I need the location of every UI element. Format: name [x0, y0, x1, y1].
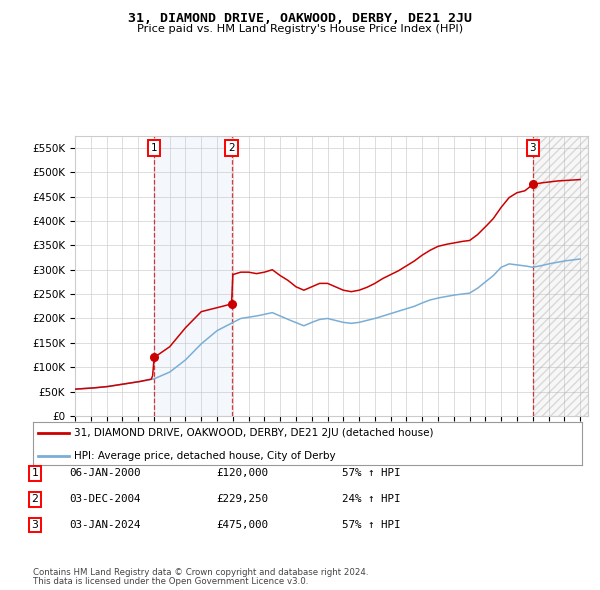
Text: 57% ↑ HPI: 57% ↑ HPI [342, 520, 401, 530]
Bar [154, 136, 232, 416]
Bar [533, 136, 588, 416]
Text: 03-JAN-2024: 03-JAN-2024 [69, 520, 140, 530]
Text: 06-JAN-2000: 06-JAN-2000 [69, 468, 140, 478]
Bar [533, 136, 588, 416]
Text: £229,250: £229,250 [216, 494, 268, 504]
Text: 24% ↑ HPI: 24% ↑ HPI [342, 494, 401, 504]
Text: 03-DEC-2004: 03-DEC-2004 [69, 494, 140, 504]
Text: Contains HM Land Registry data © Crown copyright and database right 2024.: Contains HM Land Registry data © Crown c… [33, 568, 368, 577]
Text: This data is licensed under the Open Government Licence v3.0.: This data is licensed under the Open Gov… [33, 577, 308, 586]
Text: 2: 2 [228, 143, 235, 153]
Text: HPI: Average price, detached house, City of Derby: HPI: Average price, detached house, City… [74, 451, 336, 461]
Text: 1: 1 [31, 468, 38, 478]
Text: £475,000: £475,000 [216, 520, 268, 530]
Text: 31, DIAMOND DRIVE, OAKWOOD, DERBY, DE21 2JU (detached house): 31, DIAMOND DRIVE, OAKWOOD, DERBY, DE21 … [74, 428, 434, 438]
Text: 3: 3 [31, 520, 38, 530]
Text: 31, DIAMOND DRIVE, OAKWOOD, DERBY, DE21 2JU: 31, DIAMOND DRIVE, OAKWOOD, DERBY, DE21 … [128, 12, 472, 25]
Text: 2: 2 [31, 494, 38, 504]
Text: 57% ↑ HPI: 57% ↑ HPI [342, 468, 401, 478]
Text: Price paid vs. HM Land Registry's House Price Index (HPI): Price paid vs. HM Land Registry's House … [137, 24, 463, 34]
Text: 1: 1 [151, 143, 157, 153]
Text: 3: 3 [530, 143, 536, 153]
Text: £120,000: £120,000 [216, 468, 268, 478]
